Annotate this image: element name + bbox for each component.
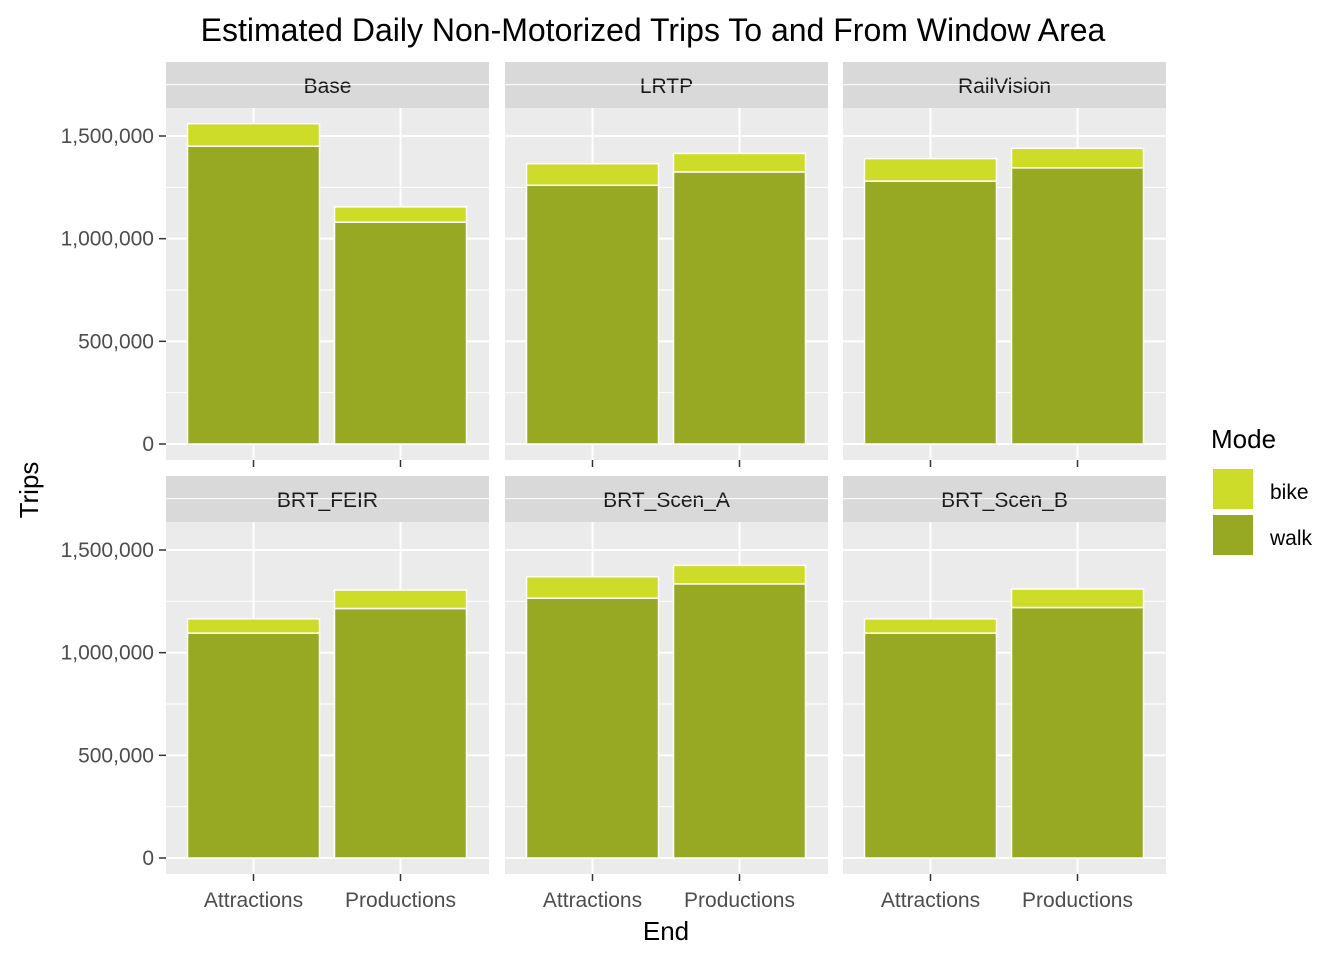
bar-bike-productions <box>1010 588 1145 609</box>
y-tick-label: 500,000 <box>78 744 154 767</box>
y-tick-label: 0 <box>142 433 154 456</box>
strip-label: BRT_Scen_B <box>941 489 1068 512</box>
bar-walk-attractions <box>863 180 998 445</box>
panel-BRT_Scen_A: BRT_Scen_A <box>505 476 828 874</box>
bar-bike-attractions <box>525 162 660 187</box>
panel-BRT_Scen_B: BRT_Scen_B <box>843 476 1166 874</box>
y-axis-layer: 0 500,000 1,000,000 1,500,000 0 500,000 1,000,… <box>61 125 166 870</box>
strip-label: LRTP <box>640 75 693 98</box>
x-tick-label: Attractions <box>543 889 642 912</box>
bar-bike-attractions <box>186 618 321 634</box>
x-tick-label: Productions <box>1022 889 1133 912</box>
legend-key-walk <box>1213 515 1253 555</box>
bar-bike-attractions <box>863 157 998 182</box>
bar-walk-attractions <box>863 632 998 859</box>
bar-walk-attractions <box>525 184 660 445</box>
y-tick-label: 1,000,000 <box>61 642 154 665</box>
bar-bike-productions <box>672 564 807 585</box>
x-tick-label: Attractions <box>204 889 303 912</box>
bar-walk-productions <box>333 221 468 445</box>
bar-bike-productions <box>333 589 468 610</box>
legend: Mode bike walk <box>1211 424 1313 555</box>
legend-key-bike <box>1213 469 1253 509</box>
legend-label-walk: walk <box>1269 527 1313 550</box>
x-axis-layer: Attractions Productions Attractions Product… <box>204 460 1133 912</box>
panels-layer: Base LRTP RailVision BRT_FEIR BRT_Scen_A BRT_… <box>166 62 1166 874</box>
y-tick-label: 500,000 <box>78 330 154 353</box>
bar-walk-attractions <box>186 632 321 859</box>
bar-bike-attractions <box>186 122 321 148</box>
bar-walk-productions <box>1010 167 1145 445</box>
bar-bike-productions <box>333 206 468 223</box>
x-tick-label: Attractions <box>881 889 980 912</box>
x-tick-label: Productions <box>345 889 456 912</box>
y-axis-title: Trips <box>14 462 44 519</box>
bar-walk-attractions <box>186 145 321 445</box>
y-tick-label: 0 <box>142 847 154 870</box>
panel-RailVision: RailVision <box>843 62 1166 460</box>
bar-walk-productions <box>1010 606 1145 859</box>
y-tick-label: 1,500,000 <box>61 539 154 562</box>
bar-bike-attractions <box>863 618 998 634</box>
bar-bike-productions <box>1010 147 1145 169</box>
x-axis-title: End <box>643 916 689 946</box>
strip-label: BRT_Scen_A <box>603 489 730 512</box>
bar-bike-productions <box>672 152 807 173</box>
chart-title: Estimated Daily Non-Motorized Trips To a… <box>201 12 1106 48</box>
strip-label: BRT_FEIR <box>277 489 378 512</box>
bar-walk-productions <box>333 607 468 859</box>
y-tick-label: 1,000,000 <box>61 228 154 251</box>
x-tick-label: Productions <box>684 889 795 912</box>
strip-label: RailVision <box>958 75 1051 98</box>
legend-title: Mode <box>1211 424 1276 454</box>
strip-label: Base <box>304 75 352 98</box>
bar-walk-productions <box>672 583 807 859</box>
bar-bike-attractions <box>525 575 660 600</box>
legend-label-bike: bike <box>1270 481 1309 504</box>
bar-walk-attractions <box>525 597 660 859</box>
bar-walk-productions <box>672 171 807 445</box>
panel-BRT_FEIR: BRT_FEIR <box>166 476 489 874</box>
panel-LRTP: LRTP <box>505 62 828 460</box>
panel-Base: Base <box>166 62 489 460</box>
y-tick-label: 1,500,000 <box>61 125 154 148</box>
